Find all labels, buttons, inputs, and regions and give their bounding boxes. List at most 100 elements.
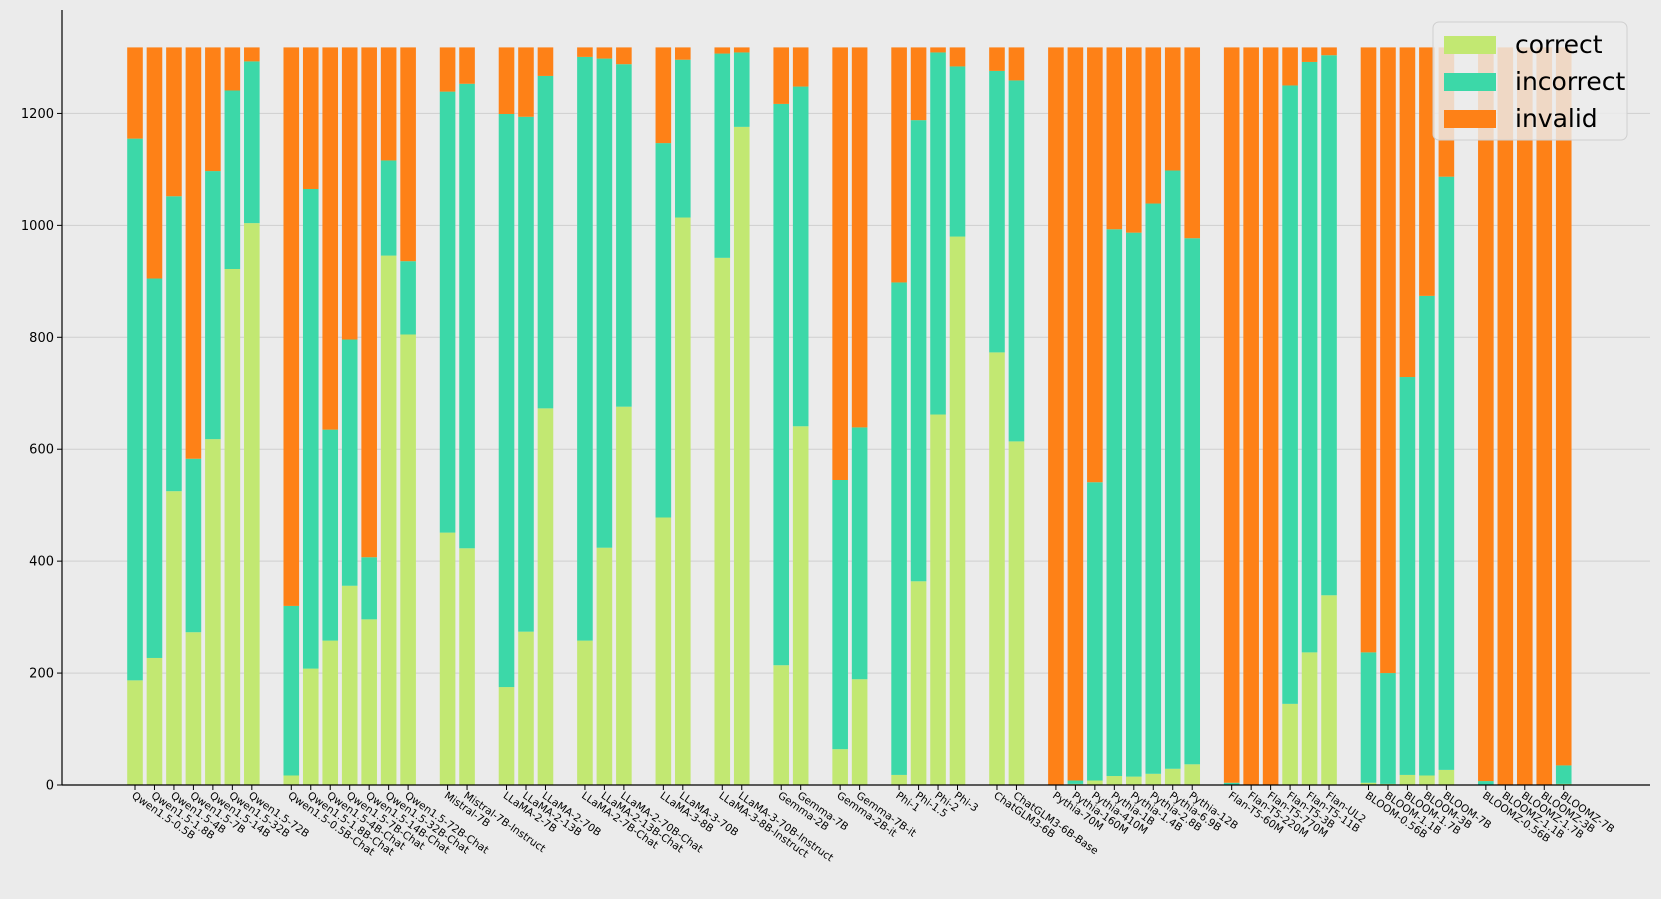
bar-segment-correct xyxy=(891,774,907,785)
bar-segment-incorrect xyxy=(1399,377,1416,775)
bar-segment-invalid xyxy=(146,47,163,279)
bar-segment-invalid xyxy=(1536,47,1553,785)
bar-segment-correct xyxy=(439,532,456,785)
bar-segment-incorrect xyxy=(1008,80,1025,442)
bar-segment-invalid xyxy=(714,47,731,54)
bar-segment-incorrect xyxy=(1301,61,1318,653)
bar-segment-invalid xyxy=(322,47,339,430)
bar-segment-invalid xyxy=(166,47,182,197)
bar-segment-incorrect xyxy=(655,143,672,518)
bar-segment-incorrect xyxy=(518,116,534,632)
bar-segment-correct xyxy=(322,640,339,785)
bar-segment-invalid xyxy=(1555,47,1572,766)
bar-segment-invalid xyxy=(439,47,456,92)
bar-segment-incorrect xyxy=(851,427,868,680)
bar-segment-incorrect xyxy=(675,59,691,218)
bar-segment-invalid xyxy=(224,47,241,91)
legend-swatch-incorrect xyxy=(1444,73,1496,91)
bar-segment-correct xyxy=(577,640,593,785)
bar-segment-correct xyxy=(1164,768,1181,785)
bar-segment-invalid xyxy=(891,47,907,283)
bar-segment-invalid xyxy=(616,47,632,65)
y-ticks: 0 200 400 600 800 1000 1200 xyxy=(21,107,62,794)
y-tick-label-1200: 1200 xyxy=(21,107,54,122)
bar-segment-incorrect xyxy=(910,120,927,582)
bar-segment-incorrect xyxy=(577,56,593,641)
bar-segment-invalid xyxy=(930,47,946,53)
bar-segment-correct xyxy=(832,749,848,785)
bar-segment-correct xyxy=(380,255,397,785)
bar-segment-incorrect xyxy=(1067,780,1084,784)
bar-segment-incorrect xyxy=(773,103,790,666)
y-tick-label-200: 200 xyxy=(29,667,54,682)
bar-segment-correct xyxy=(400,334,416,785)
bar-segment-invalid xyxy=(1282,47,1298,86)
bar-segment-incorrect xyxy=(989,70,1005,353)
bar-segment-incorrect xyxy=(537,75,554,409)
bar-segment-invalid xyxy=(1497,47,1514,785)
bar-segment-invalid xyxy=(1243,47,1259,785)
y-tick-label-800: 800 xyxy=(29,331,54,346)
bar-segment-invalid xyxy=(1301,47,1318,62)
bar-segment-invalid xyxy=(380,47,397,161)
bar-segment-correct xyxy=(596,547,613,785)
y-tick-label-1000: 1000 xyxy=(21,219,54,234)
bar-segment-invalid xyxy=(127,47,143,139)
bar-segment-incorrect xyxy=(792,86,809,427)
bar-segment-incorrect xyxy=(361,557,377,620)
bar-segment-correct xyxy=(341,585,358,785)
bar-segment-invalid xyxy=(1262,47,1279,785)
bar-segment-correct xyxy=(1087,780,1103,785)
bar-segment-correct xyxy=(851,679,868,785)
bar-segment-correct xyxy=(302,668,319,785)
bar-segment-correct xyxy=(1126,776,1142,785)
y-tick-label-0: 0 xyxy=(46,779,54,794)
bar-segment-incorrect xyxy=(1282,85,1298,704)
bar-segment-correct xyxy=(185,632,202,785)
bar-segment-incorrect xyxy=(205,171,221,440)
bar-segment-incorrect xyxy=(596,58,613,548)
bar-segment-correct xyxy=(1008,441,1025,785)
legend-label-incorrect: incorrect xyxy=(1515,67,1626,96)
bar-segment-invalid xyxy=(596,47,613,59)
bar-segment-incorrect xyxy=(1478,781,1494,785)
bar-segment-invalid xyxy=(400,47,416,262)
bar-segment-invalid xyxy=(733,47,750,53)
bar-segment-incorrect xyxy=(1419,295,1435,776)
bar-segment-correct xyxy=(616,406,632,785)
bar-segment-invalid xyxy=(1145,47,1162,204)
legend-swatch-invalid xyxy=(1444,110,1496,128)
bar-segment-incorrect xyxy=(1223,782,1240,785)
bar-segment-incorrect xyxy=(185,458,202,633)
bar-segment-invalid xyxy=(1048,47,1064,785)
bar-segment-invalid xyxy=(1321,47,1337,56)
bar-segment-invalid xyxy=(949,47,966,67)
bar-segment-incorrect xyxy=(341,339,358,586)
bar-segment-correct xyxy=(930,414,946,785)
bar-segment-invalid xyxy=(773,47,790,104)
bar-segment-invalid xyxy=(185,47,202,459)
bar-segment-invalid xyxy=(361,47,377,558)
bar-segment-correct xyxy=(949,236,966,785)
bar-segment-invalid xyxy=(341,47,358,340)
bar-segment-correct xyxy=(518,631,534,785)
bar-segment-invalid xyxy=(910,47,927,121)
legend-swatch-correct xyxy=(1444,36,1496,54)
bar-segment-correct xyxy=(205,439,221,785)
bar-segment-invalid xyxy=(655,47,672,144)
bar-segment-incorrect xyxy=(714,53,731,258)
bar-segment-incorrect xyxy=(400,261,416,335)
bar-segment-invalid xyxy=(1106,47,1123,230)
bar-segment-invalid xyxy=(851,47,868,428)
bar-segment-invalid xyxy=(989,47,1005,71)
bar-segment-correct xyxy=(714,257,731,785)
bar-segment-correct xyxy=(989,352,1005,785)
bar-segment-correct xyxy=(1438,769,1455,785)
bar-segment-invalid xyxy=(675,47,691,60)
bar-segment-correct xyxy=(1321,595,1337,785)
bar-segment-invalid xyxy=(1184,47,1201,239)
bar-segment-incorrect xyxy=(1380,673,1396,784)
bar-segment-correct xyxy=(244,223,260,785)
bar-segment-incorrect xyxy=(733,52,750,127)
